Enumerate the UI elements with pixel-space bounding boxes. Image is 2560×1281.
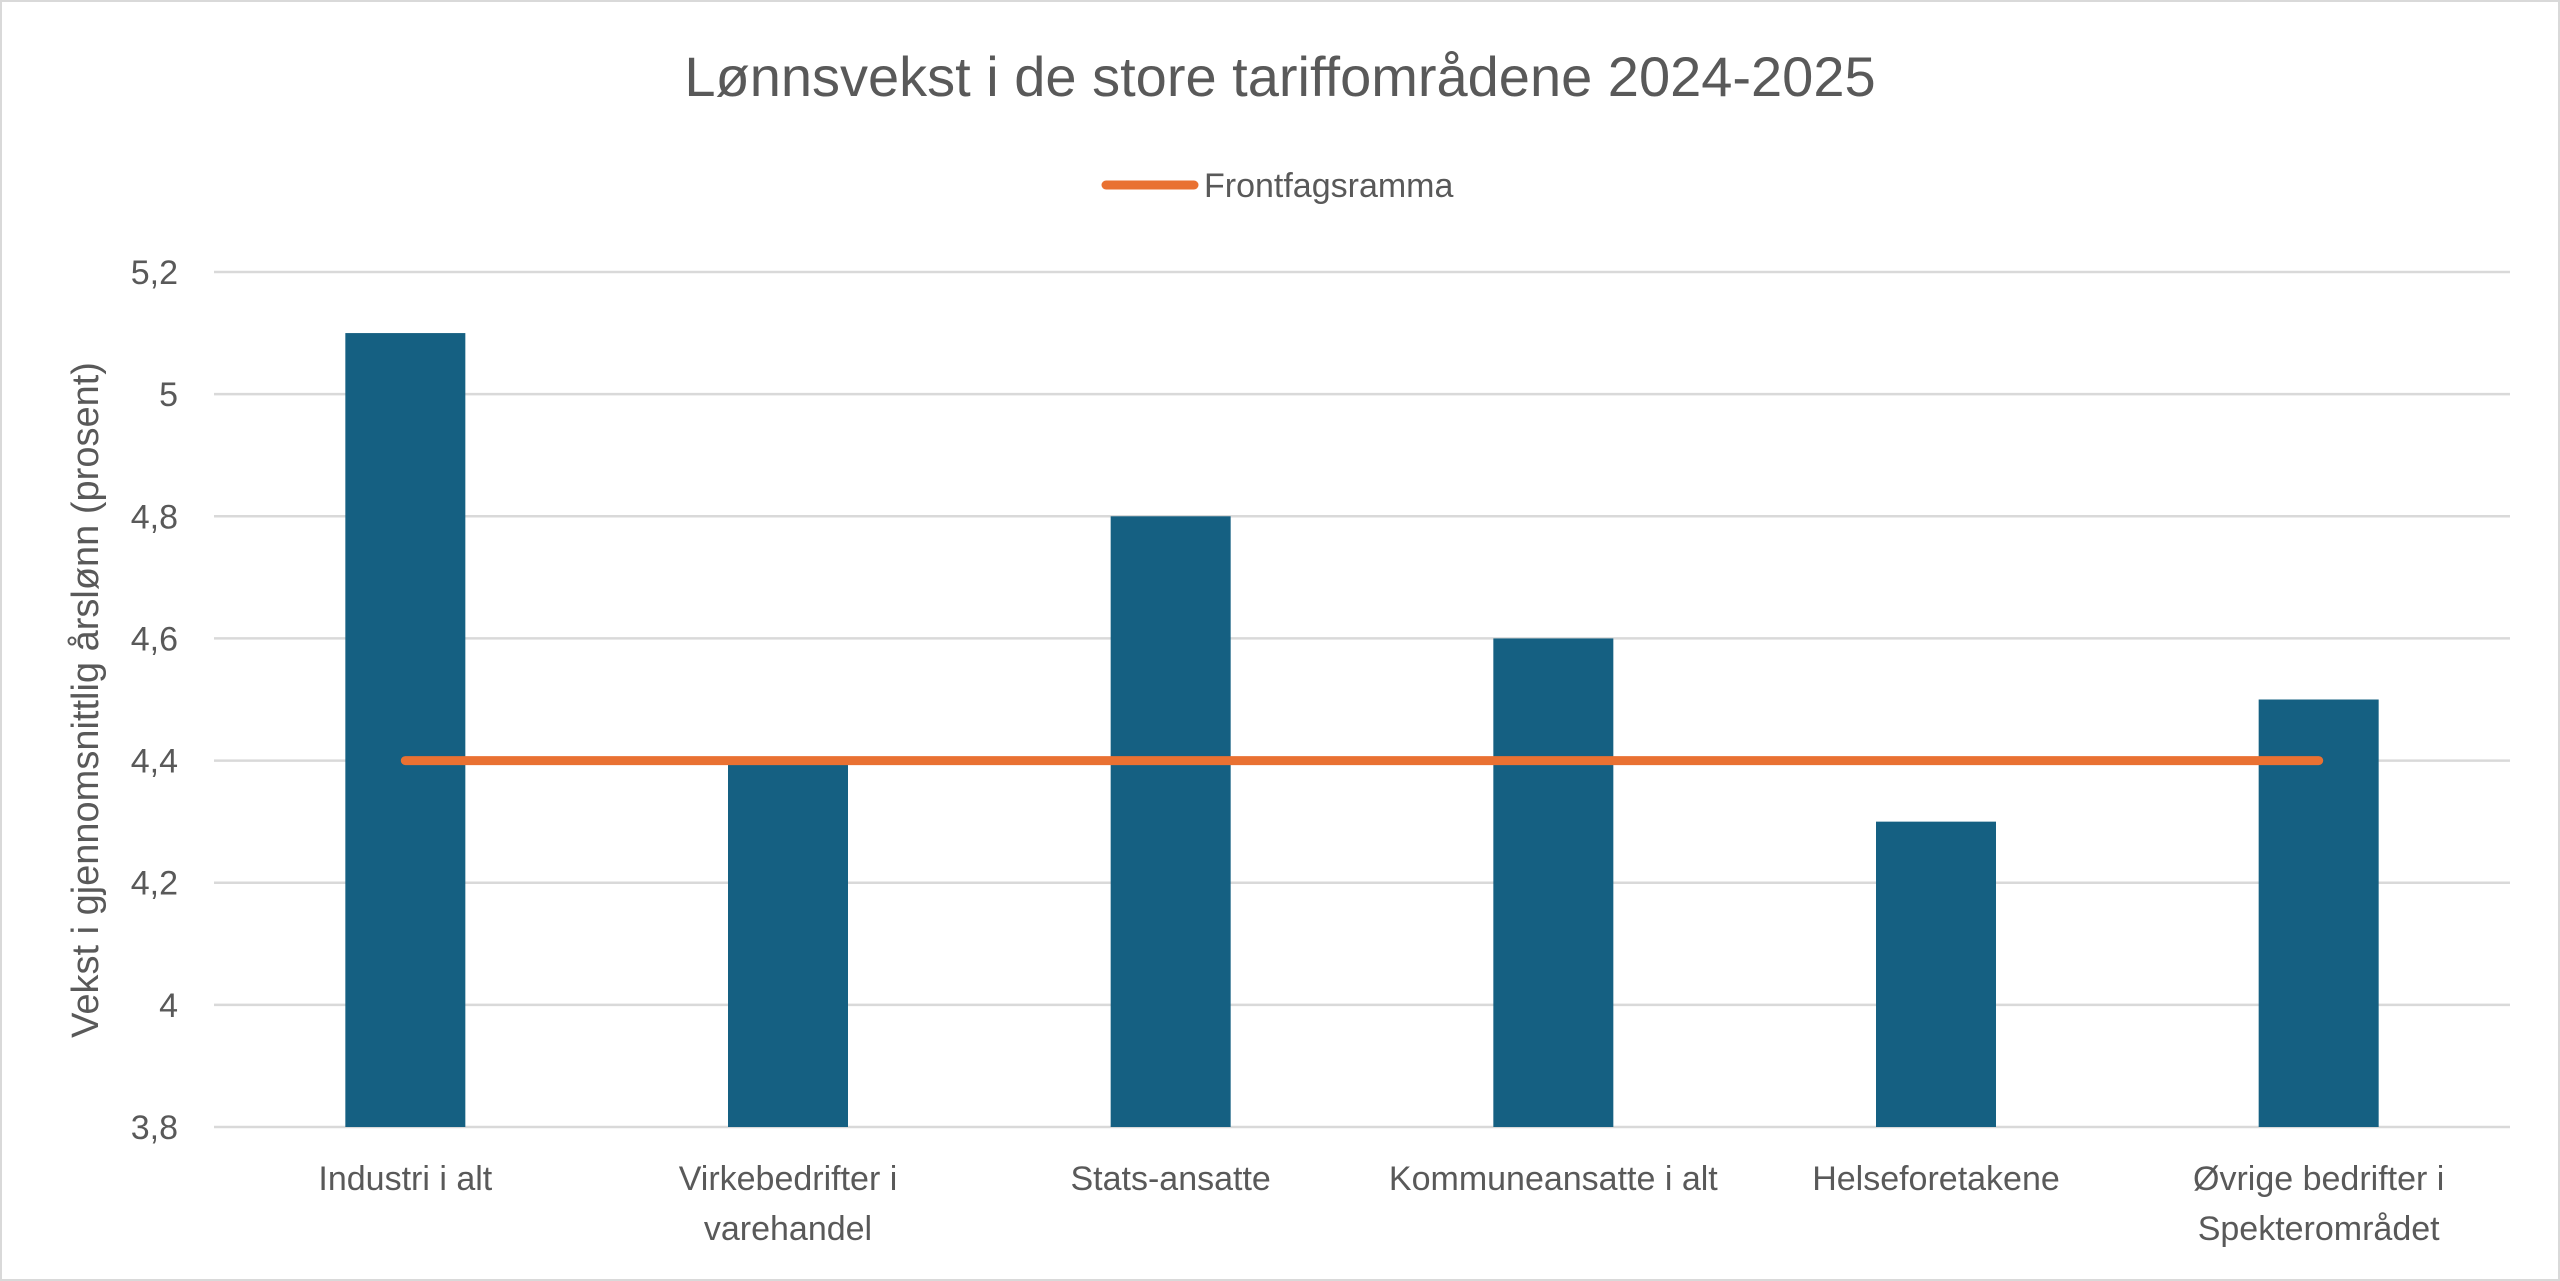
y-tick-label: 4,6 [131, 620, 178, 658]
legend: Frontfagsramma [1101, 167, 1453, 205]
y-axis-ticks: 3,8 4 4,2 4,4 4,6 4,8 5 5,2 [131, 254, 178, 1147]
bar [1493, 638, 1614, 1127]
y-tick-label: 4,4 [131, 743, 178, 781]
x-category-label: varehandel [704, 1210, 872, 1248]
y-tick-label: 4 [159, 987, 178, 1025]
bar [1110, 516, 1231, 1127]
bar [728, 760, 848, 1127]
y-axis-title: Vekst i gjennomsnittlig årslønn (prosent… [65, 362, 107, 1038]
x-category-label: Spekterområdet [2198, 1210, 2440, 1248]
bar [345, 333, 466, 1128]
gridlines [214, 270, 2510, 1129]
y-tick-label: 4,2 [131, 865, 178, 903]
chart-title: Lønnsvekst i de store tariffområdene 202… [684, 45, 1875, 108]
x-axis-labels: Industri i alt Virkebedrifter i varehandel… [318, 1160, 2444, 1248]
bars [345, 333, 2379, 1128]
bar [2258, 699, 2379, 1127]
x-category-label: Kommuneansatte i alt [1389, 1160, 1718, 1198]
y-tick-label: 5,2 [131, 254, 178, 292]
legend-label: Frontfagsramma [1204, 167, 1453, 205]
y-tick-label: 4,8 [131, 498, 178, 536]
y-tick-label: 5 [159, 376, 178, 414]
x-category-label: Industri i alt [318, 1160, 492, 1198]
x-category-label: Helseforetakene [1812, 1160, 2060, 1198]
bar [1876, 821, 1996, 1127]
x-category-label: Stats-ansatte [1070, 1160, 1270, 1198]
x-category-label: Øvrige bedrifter i [2193, 1160, 2444, 1198]
y-tick-label: 3,8 [131, 1109, 178, 1147]
x-category-label: Virkebedrifter i [679, 1160, 898, 1198]
